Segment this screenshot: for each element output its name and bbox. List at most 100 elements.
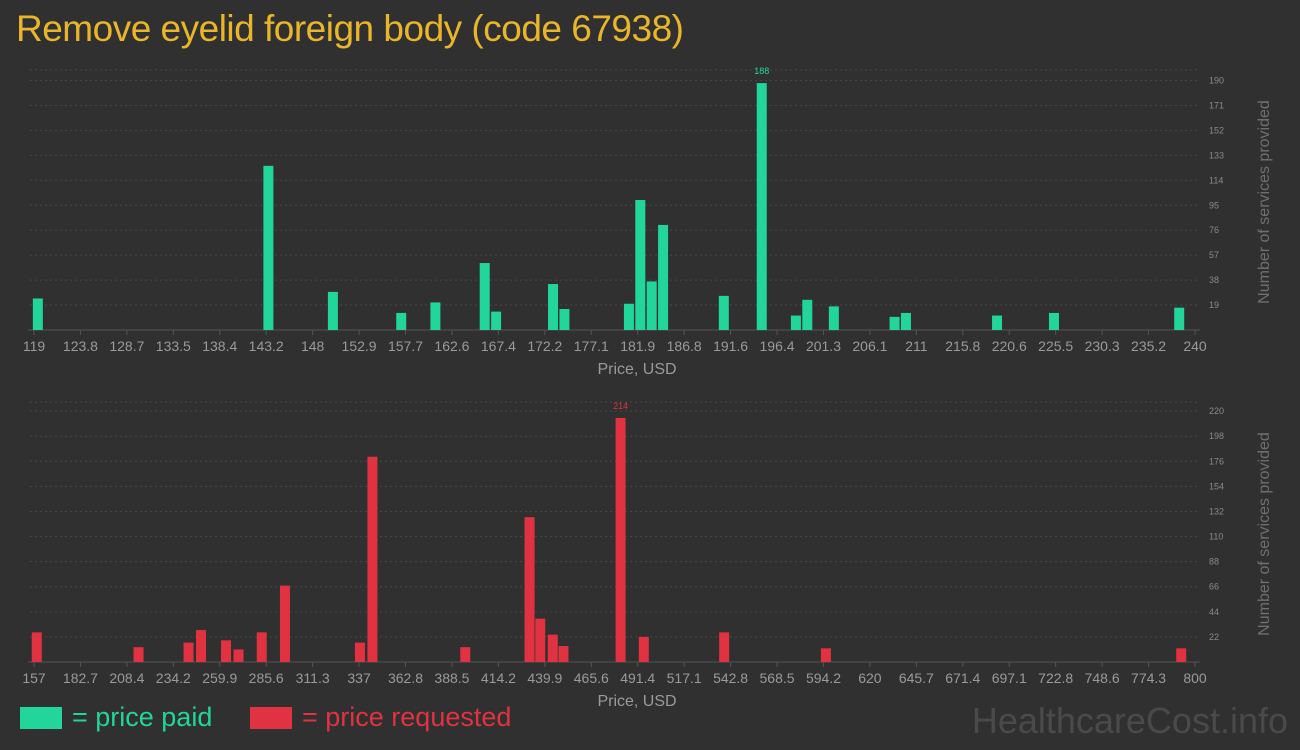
requested-x-tick-label: 517.1 <box>667 670 702 686</box>
requested-bar <box>233 649 244 662</box>
requested-peak-label: 214 <box>613 401 628 411</box>
paid-x-tick-label: 148 <box>301 338 325 354</box>
requested-bar <box>615 417 626 662</box>
paid-x-tick-label: 181.9 <box>620 338 655 354</box>
paid-x-tick-label: 123.8 <box>63 338 98 354</box>
requested-x-tick-label: 439.9 <box>527 670 562 686</box>
paid-x-tick-label: 172.2 <box>527 338 562 354</box>
paid-bar <box>992 315 1003 330</box>
paid-bar <box>479 263 490 330</box>
legend-label-paid: = price paid <box>72 702 213 732</box>
requested-y-tick-label: 88 <box>1209 557 1219 567</box>
paid-x-tick-label: 143.2 <box>249 338 284 354</box>
requested-y-tick-label: 110 <box>1209 532 1223 542</box>
requested-x-tick-label: 645.7 <box>899 670 934 686</box>
requested-x-tick-label: 362.8 <box>388 670 423 686</box>
requested-x-tick-label: 671.4 <box>945 670 980 686</box>
requested-x-tick-label: 157 <box>22 670 46 686</box>
requested-x-tick-label: 542.8 <box>713 670 748 686</box>
paid-y-tick-label: 57 <box>1209 250 1219 260</box>
requested-y-tick-label: 198 <box>1209 431 1224 441</box>
price-requested-chart: 22 44 66 88 110 132 154 176 198 220 157 182.7 208.4 2… <box>22 401 1273 710</box>
requested-bar <box>256 632 267 662</box>
requested-bar <box>221 640 232 662</box>
brand-watermark: HealthcareCost.info <box>971 700 1288 741</box>
requested-x-tick-label: 465.6 <box>574 670 609 686</box>
requested-y-tick-label: 220 <box>1209 406 1224 416</box>
paid-x-tick-label: 162.6 <box>434 338 469 354</box>
paid-bar <box>430 302 441 330</box>
requested-x-tick-label: 337 <box>347 670 371 686</box>
requested-bar <box>535 618 546 662</box>
requested-bar <box>279 585 290 662</box>
requested-bar <box>31 632 42 662</box>
paid-y-tick-label: 171 <box>1209 100 1224 110</box>
requested-y-tick-label: 132 <box>1209 506 1224 516</box>
requested-x-axis-title: Price, USD <box>597 693 676 710</box>
paid-x-tick-label: 211 <box>905 338 928 354</box>
legend-swatch-requested <box>250 706 292 729</box>
requested-x-tick-label: 311.3 <box>296 670 330 686</box>
paid-bar <box>790 315 801 330</box>
paid-x-tick-label: 128.7 <box>109 338 144 354</box>
requested-bar <box>183 642 194 662</box>
requested-x-tick-label: 259.9 <box>202 670 237 686</box>
requested-bar <box>547 634 558 662</box>
paid-bar <box>32 298 43 330</box>
paid-bar <box>718 295 729 330</box>
paid-y-tick-label: 38 <box>1209 275 1219 285</box>
paid-x-tick-label: 133.5 <box>156 338 191 354</box>
requested-x-tick-label: 748.6 <box>1085 670 1120 686</box>
requested-x-tick-label: 800 <box>1183 670 1207 686</box>
paid-x-tick-label: 186.8 <box>667 338 702 354</box>
requested-bar <box>354 642 365 662</box>
requested-bar <box>460 647 471 662</box>
paid-bar <box>889 316 900 330</box>
legend-label-requested: = price requested <box>302 702 512 732</box>
requested-bar <box>719 632 730 662</box>
paid-y-tick-label: 114 <box>1209 175 1223 185</box>
paid-x-tick-label: 157.7 <box>388 338 423 354</box>
paid-bar <box>396 312 407 330</box>
paid-x-tick-label: 177.1 <box>574 338 609 354</box>
requested-x-tick-label: 414.2 <box>481 670 516 686</box>
requested-bar <box>133 647 144 662</box>
paid-x-tick-label: 119 <box>23 338 46 354</box>
paid-bar <box>263 165 274 330</box>
requested-y-tick-label: 44 <box>1209 607 1219 617</box>
paid-y-axis-title: Number of services provided <box>1256 100 1273 304</box>
paid-bar <box>559 308 570 330</box>
paid-y-tick-label: 19 <box>1209 300 1219 310</box>
paid-x-tick-label: 220.6 <box>992 338 1027 354</box>
paid-peak-label: 188 <box>754 66 769 76</box>
paid-bar <box>1174 307 1185 330</box>
paid-bar <box>646 281 657 330</box>
requested-y-tick-label: 154 <box>1209 481 1224 491</box>
paid-y-tick-label: 76 <box>1209 225 1219 235</box>
paid-x-tick-label: 138.4 <box>202 338 237 354</box>
paid-x-tick-label: 196.4 <box>760 338 795 354</box>
requested-bar <box>196 630 207 662</box>
paid-bar <box>548 284 559 330</box>
requested-bar <box>367 456 378 662</box>
paid-bar <box>491 311 502 330</box>
legend-item-paid: = price paid <box>20 702 212 733</box>
requested-bar <box>1176 648 1187 662</box>
paid-x-tick-label: 240 <box>1183 338 1207 354</box>
requested-x-tick-label: 491.4 <box>620 670 655 686</box>
requested-x-tick-label: 774.3 <box>1131 670 1166 686</box>
paid-bar <box>756 83 767 330</box>
paid-bar <box>900 312 911 330</box>
requested-x-tick-label: 568.5 <box>760 670 795 686</box>
requested-x-tick-label: 594.2 <box>806 670 841 686</box>
paid-bar <box>802 299 813 330</box>
chart-title: Remove eyelid foreign body (code 67938) <box>16 8 684 49</box>
paid-x-tick-label: 225.5 <box>1038 338 1073 354</box>
paid-x-tick-label: 167.4 <box>481 338 516 354</box>
paid-bar <box>658 224 669 330</box>
paid-bar <box>1048 312 1059 330</box>
paid-y-tick-label: 95 <box>1209 200 1219 210</box>
requested-y-tick-label: 22 <box>1209 632 1219 642</box>
requested-y-axis-title: Number of services provided <box>1256 432 1273 636</box>
legend-item-requested: = price requested <box>250 702 511 733</box>
